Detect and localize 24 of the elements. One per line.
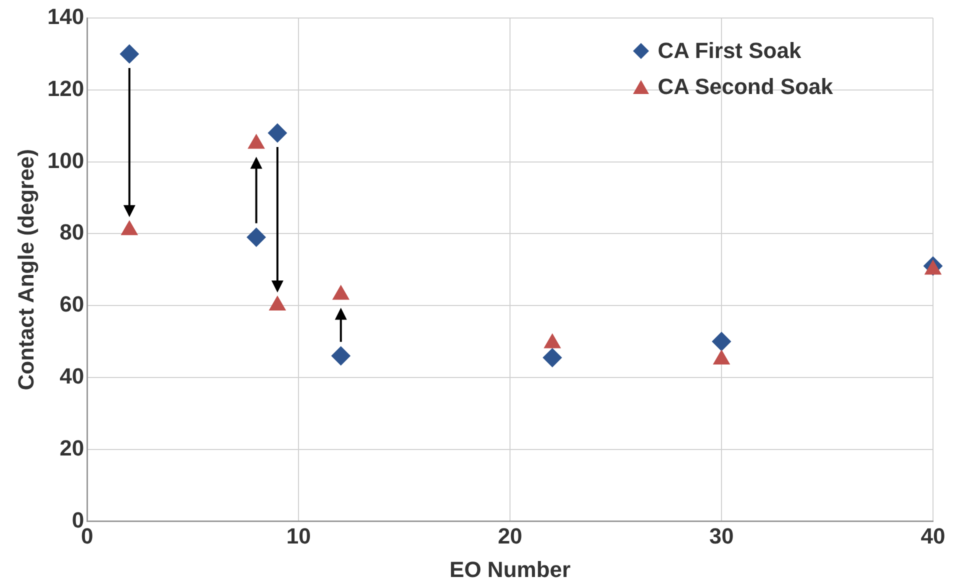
- point: [268, 124, 287, 143]
- y-tick-label: 120: [47, 76, 84, 101]
- x-tick-label: 40: [920, 523, 946, 548]
- legend-label: CA First Soak: [658, 38, 802, 64]
- y-tick-label: 80: [60, 220, 84, 245]
- legend-label: CA Second Soak: [658, 74, 833, 100]
- point: [121, 220, 138, 236]
- x-tick-label: 10: [286, 523, 311, 548]
- y-tick-label: 60: [60, 292, 84, 317]
- point: [544, 334, 561, 348]
- y-tick-label: 100: [47, 148, 84, 173]
- point: [713, 350, 730, 364]
- point: [332, 285, 350, 300]
- x-tick-label: 20: [498, 523, 522, 548]
- y-tick-label: 20: [60, 435, 84, 460]
- x-axis-title: EO Number: [450, 556, 571, 582]
- y-tick-label: 140: [47, 4, 84, 30]
- point: [269, 296, 286, 311]
- x-tick-label: 30: [709, 523, 734, 548]
- point: [248, 134, 265, 149]
- y-axis-title: Contact Angle (degree): [13, 148, 38, 390]
- point: [120, 44, 139, 64]
- point: [924, 260, 942, 275]
- y-tick-label: 40: [60, 363, 84, 388]
